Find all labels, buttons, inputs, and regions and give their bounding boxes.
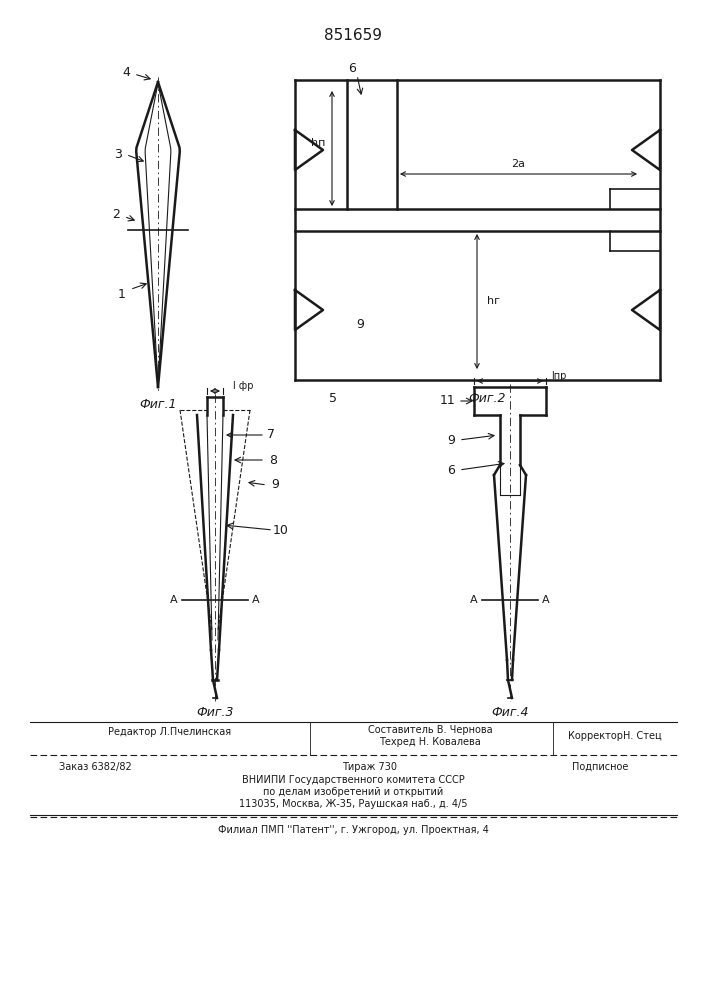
Text: Составитель В. Чернова: Составитель В. Чернова [368, 725, 492, 735]
Text: Фиг.3: Фиг.3 [197, 706, 234, 720]
Text: А: А [252, 595, 259, 605]
Text: hп: hп [311, 138, 325, 148]
Text: 851659: 851659 [324, 27, 382, 42]
Text: Заказ 6382/82: Заказ 6382/82 [59, 762, 132, 772]
Text: КорректорН. Стец: КорректорН. Стец [568, 731, 662, 741]
Text: Тираж 730: Тираж 730 [342, 762, 397, 772]
Text: ВНИИПИ Государственного комитета СССР: ВНИИПИ Государственного комитета СССР [242, 775, 464, 785]
Text: hг: hг [486, 296, 500, 306]
Text: 2а: 2а [511, 159, 525, 169]
Text: А: А [542, 595, 550, 605]
Text: 11: 11 [440, 394, 456, 408]
Text: 3: 3 [114, 148, 122, 161]
Text: Редактор Л.Пчелинская: Редактор Л.Пчелинская [108, 727, 232, 737]
Text: 10: 10 [273, 524, 289, 536]
Text: Техред Н. Ковалева: Техред Н. Ковалева [379, 737, 481, 747]
Text: Фиг.1: Фиг.1 [139, 398, 177, 412]
Text: А: А [170, 595, 178, 605]
Text: Филиал ПМП ''Патент'', г. Ужгород, ул. Проектная, 4: Филиал ПМП ''Патент'', г. Ужгород, ул. П… [218, 825, 489, 835]
Text: l фр: l фр [233, 381, 254, 391]
Text: Подписное: Подписное [572, 762, 629, 772]
Text: lпр: lпр [551, 371, 566, 381]
Text: по делам изобретений и открытий: по делам изобретений и открытий [263, 787, 443, 797]
Text: Фиг.2: Фиг.2 [469, 391, 506, 404]
Text: 9: 9 [356, 318, 364, 332]
Text: Фиг.4: Фиг.4 [491, 706, 529, 720]
Text: 8: 8 [269, 454, 277, 466]
Text: 7: 7 [267, 428, 275, 442]
Text: А: А [470, 595, 478, 605]
Text: 4: 4 [122, 66, 130, 79]
Text: 113035, Москва, Ж-35, Раушская наб., д. 4/5: 113035, Москва, Ж-35, Раушская наб., д. … [239, 799, 467, 809]
Text: 9: 9 [447, 434, 455, 446]
Text: 2: 2 [112, 208, 120, 221]
Text: 6: 6 [447, 464, 455, 477]
Text: 6: 6 [348, 62, 356, 75]
Text: 5: 5 [329, 391, 337, 404]
Text: 1: 1 [118, 288, 126, 301]
Text: 9: 9 [271, 479, 279, 491]
